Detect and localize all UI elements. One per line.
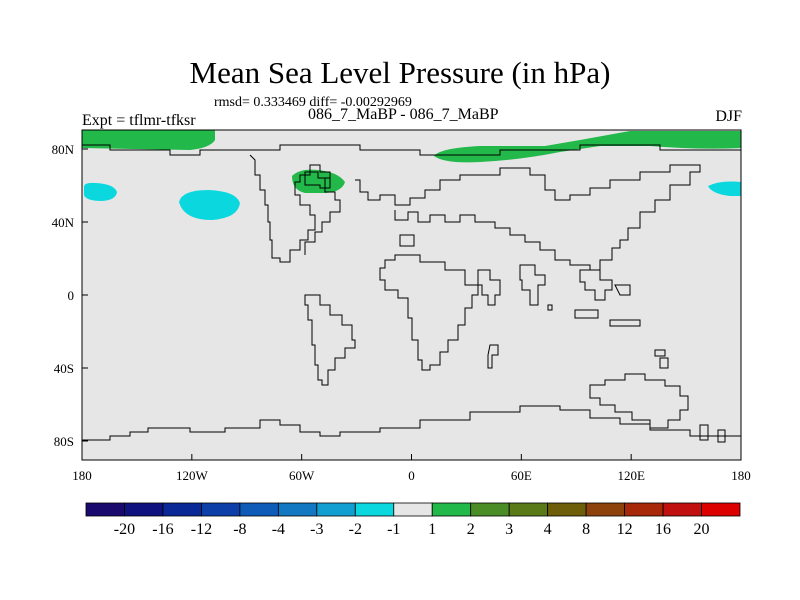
y-tick-label: 80N [52,142,75,157]
coastline-arctic [82,144,741,156]
coastline-madagascar [487,344,499,369]
coastline-africa [379,254,479,371]
coastline-southeast-asia [579,269,631,301]
stats-text: rmsd= 0.333469 diff= -0.00292969 [214,95,412,110]
colorbar-swatch [431,502,472,517]
plot-subtitle: 086_7_MaBP - 086_7_MaBP [308,106,499,123]
experiment-label: Expt = tflmr-tfksr [82,112,196,129]
colorbar-label: -4 [272,521,285,538]
map-background [82,130,741,460]
colorbar-swatch [508,502,549,517]
y-tick-label: 0 [68,288,75,303]
colorbar-swatch [470,502,510,517]
region-north-pacific-east [179,190,240,220]
region-arctic-siberia [434,131,741,163]
coastline-antarctica [82,405,741,441]
colorbar-label: 16 [655,521,671,538]
colorbar-label: 20 [694,521,710,538]
colorbar-swatch [162,502,202,517]
colorbar-swatch [393,502,433,517]
coastline-south-america [304,294,356,386]
colorbar-label: 4 [544,521,552,538]
coastline-indonesia [574,309,669,369]
colorbar: -20 -16 -12 -8 -4 -3 -2 -1 1 2 3 4 8 12 16 20 [85,502,741,538]
coastline-new-zealand [699,424,726,443]
plot-title: Mean Sea Level Pressure (in hPa) [189,55,611,90]
x-tick-label: 120W [176,468,209,483]
coastline-arabia-india [477,264,546,306]
x-tick-label: 0 [408,468,415,483]
x-tick-label: 60E [511,468,532,483]
colorbar-swatch [201,502,241,517]
coastline-australia [589,373,689,429]
y-tick-label: 40N [52,215,75,230]
axis-tick-labels: 180 120W 60W 0 60E 120E 180 80N 40N 0 40S 80S [52,142,751,483]
colorbar-label: 8 [582,521,590,538]
colorbar-label: -12 [191,521,212,538]
axis-ticks [81,148,742,460]
colorbar-label: 2 [467,521,475,538]
colorbar-label: -8 [233,521,246,538]
colorbar-label: 12 [617,521,633,538]
colorbar-swatch [547,502,587,517]
colorbar-label: -3 [310,521,323,538]
region-north-pacific-west [84,182,117,201]
coastlines [82,144,741,443]
colorbar-swatch [277,502,318,517]
anomaly-regions [82,130,741,220]
colorbar-swatch [239,502,279,517]
y-tick-label: 80S [54,434,74,449]
colorbar-swatch [124,502,164,517]
colorbar-label: -2 [349,521,362,538]
colorbar-label: 3 [505,521,513,538]
season-label: DJF [715,108,742,125]
x-tick-label: 180 [72,468,92,483]
colorbar-swatch [701,502,741,517]
colorbar-swatch [662,502,702,517]
x-tick-label: 180 [731,468,751,483]
region-north-pacific-dateline [708,181,741,196]
colorbar-swatch [624,502,664,517]
coastline-greenland [304,171,331,189]
coastline-europe-asia [355,164,701,271]
colorbar-swatch [354,502,395,517]
colorbar-label: 1 [428,521,436,538]
colorbar-swatch [585,502,625,517]
colorbar-label: -1 [387,521,400,538]
colorbar-label: -16 [152,521,173,538]
x-tick-label: 60W [289,468,315,483]
colorbar-swatch [316,502,356,517]
y-tick-label: 40S [54,361,74,376]
region-arctic-atlantic [82,130,215,150]
coastline-small-islands [399,234,553,311]
x-tick-label: 120E [617,468,645,483]
colorbar-swatch [85,502,125,517]
coastline-north-america [249,154,341,263]
colorbar-label: -20 [114,521,135,538]
